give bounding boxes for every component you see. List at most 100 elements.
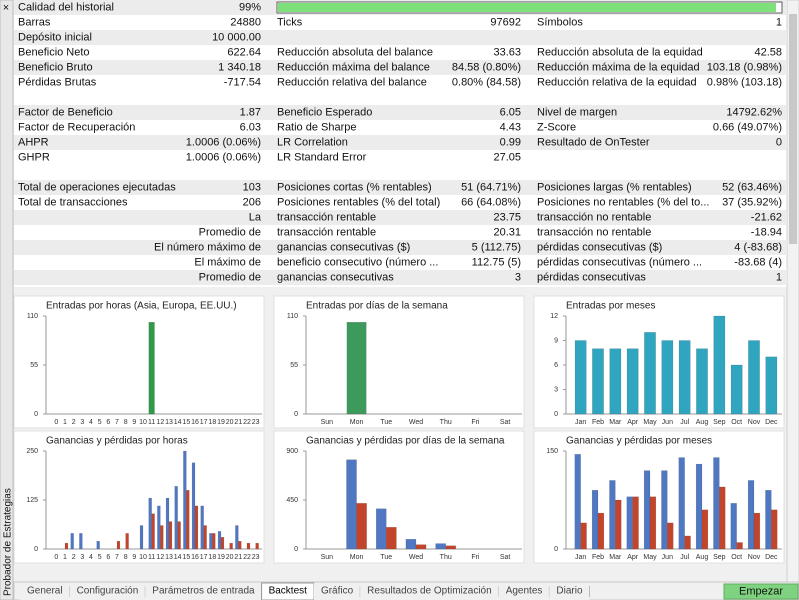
cell-value: 97692: [490, 16, 521, 28]
x-tick-label: 10: [139, 419, 147, 426]
bar: [592, 348, 604, 415]
cell-label: Posiciones rentables (% del total): [277, 196, 440, 208]
x-tick-label: 18: [208, 419, 216, 426]
tab-label[interactable]: Backtest: [269, 586, 308, 597]
x-tick-label: Wed: [409, 554, 423, 561]
bar: [174, 486, 178, 550]
cell-value: -18.94: [751, 226, 782, 238]
row-background: [14, 240, 787, 255]
tab[interactable]: [498, 583, 550, 600]
bar: [168, 521, 173, 550]
cell-value: 23.75: [493, 211, 521, 223]
cell-label: transacción rentable: [277, 226, 376, 238]
bar: [632, 496, 639, 550]
cell-value: -21.62: [751, 211, 782, 223]
x-tick-label: Jun: [662, 554, 673, 561]
tab-label[interactable]: Diario: [556, 586, 583, 597]
cell-label: Reducción relativa del balance: [277, 76, 427, 88]
bar: [235, 525, 239, 550]
x-tick-label: Sun: [321, 419, 334, 426]
x-tick-label: Fri: [471, 419, 480, 426]
cell-value: 0.98% (103.18): [707, 76, 782, 88]
cell-label: Posiciones largas (% rentables): [537, 181, 692, 193]
chart-panel: [533, 430, 785, 564]
x-tick-label: Wed: [409, 419, 423, 426]
y-tick-label: 150: [546, 448, 558, 455]
cell-value: 42.58: [754, 46, 782, 58]
chart-title: Ganancias y pérdidas por meses: [566, 436, 712, 447]
cell-value: 0.99: [500, 136, 521, 148]
x-tick-label: Nov: [748, 554, 761, 561]
x-tick-label: Apr: [627, 554, 639, 561]
tab[interactable]: [360, 583, 499, 600]
x-tick-label: 10: [139, 554, 147, 561]
cell-value: 1 340.18: [218, 61, 261, 73]
bar: [70, 533, 74, 550]
bar: [701, 509, 709, 550]
x-tick-label: 21: [234, 554, 242, 561]
cell-value: 0.66 (49.07%): [713, 121, 782, 133]
tab-label[interactable]: Gráfico: [321, 586, 354, 597]
tab[interactable]: [313, 583, 361, 600]
bar: [695, 463, 703, 550]
row-background: [14, 135, 787, 150]
tab-label[interactable]: General: [27, 586, 63, 597]
cell-value: 52 (63.46%): [722, 181, 782, 193]
y-tick-label: 55: [290, 362, 298, 369]
cell-value: 6.03: [240, 121, 261, 133]
tab-label[interactable]: Configuración: [77, 586, 139, 597]
cell-label: Factor de Recuperación: [18, 121, 135, 133]
bar: [165, 497, 170, 550]
x-tick-label: 22: [243, 554, 251, 561]
start-button[interactable]: [723, 583, 799, 600]
x-tick-label: Sat: [500, 554, 511, 561]
row-background: [14, 180, 787, 195]
cell-value: 622.64: [227, 46, 261, 58]
tab[interactable]: [145, 583, 262, 600]
cell-label: transacción no rentable: [537, 211, 651, 223]
x-tick-label: Tue: [380, 419, 392, 426]
cell-value: 1.0006 (0.06%): [186, 151, 261, 163]
tab[interactable]: [20, 583, 70, 600]
close-button[interactable]: ×: [3, 2, 9, 14]
chart-panel: [533, 295, 785, 429]
bar: [435, 543, 446, 550]
cell-label: pérdidas consecutivas ($): [537, 241, 662, 253]
y-tick-label: 6: [554, 362, 558, 369]
x-tick-label: Thu: [440, 554, 452, 561]
x-tick-label: 1: [63, 554, 67, 561]
tab-label[interactable]: Agentes: [506, 586, 543, 597]
cell-value: 20.31: [493, 226, 521, 238]
bar: [643, 470, 651, 550]
tab[interactable]: [549, 583, 590, 600]
x-tick-label: 21: [234, 419, 242, 426]
tab[interactable]: [69, 583, 146, 600]
cell-value: -717.54: [224, 76, 261, 88]
cell-value: 33.63: [493, 46, 521, 58]
bar: [574, 340, 587, 415]
scrollbar-thumb[interactable]: [789, 14, 797, 244]
bar: [678, 340, 691, 415]
bar: [445, 545, 457, 550]
x-tick-label: Oct: [731, 554, 742, 561]
x-tick-label: Sun: [321, 554, 334, 561]
bar: [644, 332, 656, 415]
cell-value: 10 000.00: [212, 31, 261, 43]
cell-value: 1: [776, 271, 782, 283]
cell-value: 37 (35.92%): [722, 196, 782, 208]
chart-title: Entradas por días de la semana: [306, 301, 448, 312]
y-tick-label: 0: [554, 546, 558, 553]
start-button-label[interactable]: Empezar: [739, 585, 783, 597]
tab-label[interactable]: Resultados de Optimización: [367, 586, 492, 597]
cell-value: 66 (64.08%): [461, 196, 521, 208]
row-background: [14, 60, 787, 75]
tab-label[interactable]: Parámetros de entrada: [152, 586, 255, 597]
x-tick-label: 5: [98, 554, 102, 561]
cell-label: AHPR: [18, 136, 49, 148]
cell-label: Total de operaciones ejecutadas: [18, 181, 176, 193]
x-tick-label: 11: [148, 554, 155, 561]
x-tick-label: 17: [200, 554, 208, 561]
cell-label: Barras: [18, 16, 51, 28]
bar: [346, 322, 367, 415]
